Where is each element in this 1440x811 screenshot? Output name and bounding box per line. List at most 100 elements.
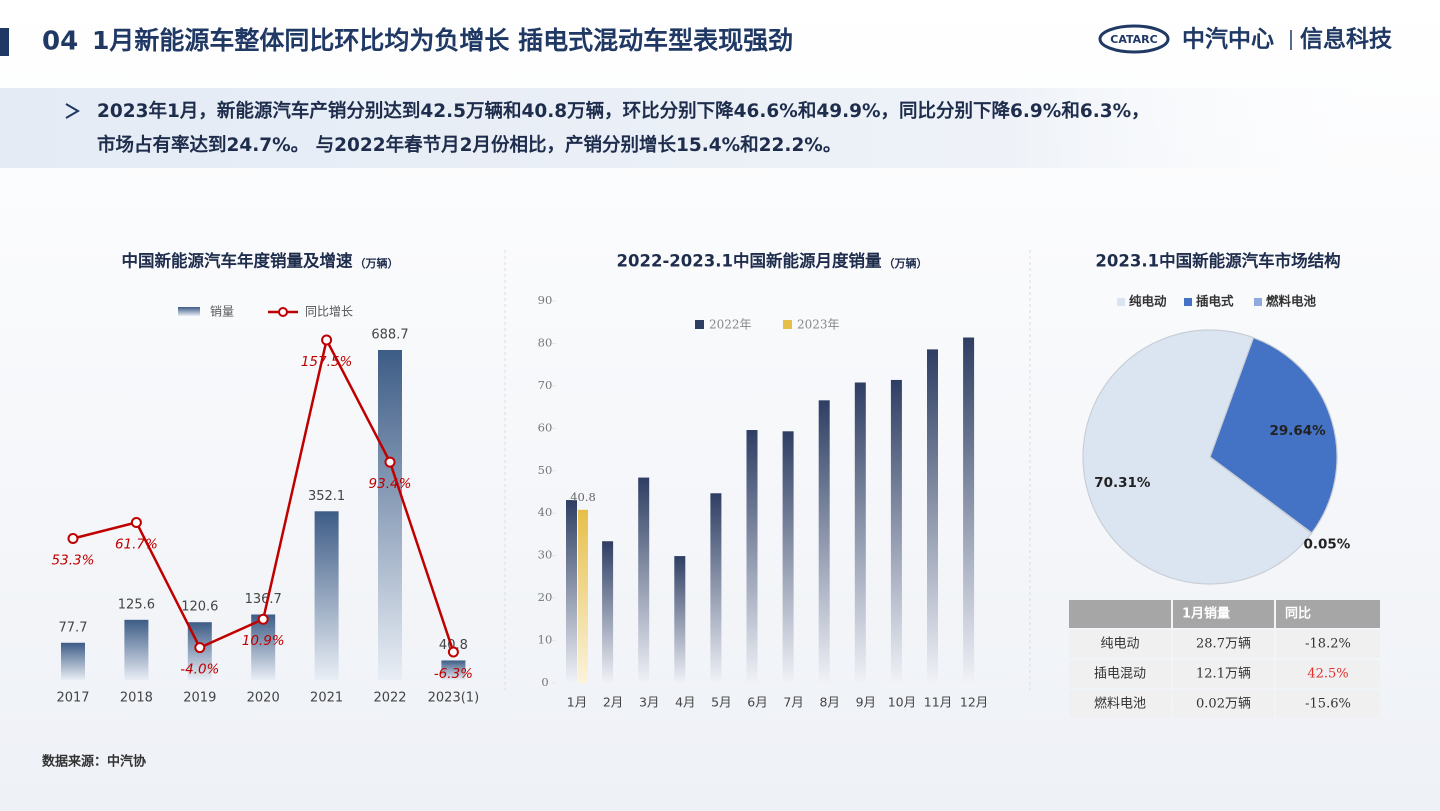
bar-value-label: 125.6 [118, 597, 155, 612]
bar [927, 349, 938, 683]
growth-marker [447, 646, 459, 658]
legend-swatch [178, 307, 200, 316]
chart-title: 中国新能源汽车年度销量及增速 [122, 251, 354, 271]
table-cell [1069, 660, 1171, 688]
table-cell-text: 28.7万辆 [1196, 637, 1251, 652]
table-cell [1173, 660, 1274, 688]
legend-label: 2022年 [709, 318, 752, 332]
table-cell [1276, 660, 1380, 688]
legend-label: 同比增长 [305, 305, 353, 319]
x-tick-label: 2020 [247, 691, 280, 706]
growth-marker [67, 532, 79, 544]
bar-value-label: 40.8 [570, 490, 596, 504]
y-tick-label: 20 [538, 590, 553, 604]
growth-marker [384, 456, 396, 468]
logo: CATARC [1110, 33, 1157, 46]
x-tick-label: 4月 [675, 695, 695, 710]
chart-unit: （万辆） [883, 256, 927, 270]
y-tick-label: 30 [538, 548, 553, 562]
x-tick-label: 12月 [960, 695, 988, 710]
table-cell-text: 插电混动 [1094, 667, 1146, 682]
header-title: 1月新能源车整体同比环比均为负增长 插电式混动车型表现强劲 [92, 26, 793, 55]
pie-label: 29.64% [1269, 423, 1326, 439]
bar [124, 619, 149, 680]
bar [818, 400, 830, 683]
x-tick-label: 2019 [183, 691, 216, 706]
bar [578, 509, 588, 683]
chart-title: 2022-2023.1中国新能源月度销量 [617, 251, 882, 271]
pie-label: 70.31% [1094, 475, 1151, 491]
growth-marker [321, 334, 333, 346]
table-header-text: 1月销量 [1182, 606, 1230, 622]
y-tick-label: 50 [538, 463, 553, 477]
table-header-cell [1173, 600, 1274, 628]
table-cell [1069, 630, 1171, 658]
x-tick-label: 2018 [120, 691, 153, 706]
table-cell-text: 42.5% [1307, 667, 1348, 682]
bar [963, 337, 975, 683]
y-tick-label: 40 [538, 505, 553, 519]
growth-label: 10.9% [242, 633, 285, 649]
table-header-text: 同比 [1285, 606, 1311, 622]
bar [61, 642, 85, 680]
bar [710, 493, 722, 683]
table-cell-text: 燃料电池 [1094, 696, 1146, 712]
pie-label: 0.05% [1304, 537, 1351, 553]
legend-swatch [1254, 298, 1262, 306]
x-tick-label: 3月 [639, 695, 659, 710]
legend-label: 燃料电池 [1266, 294, 1317, 309]
x-tick-label: 2022 [373, 691, 406, 706]
bar [782, 431, 794, 683]
pie-slice [1082, 329, 1313, 585]
brand: 中汽中心 [1182, 26, 1274, 53]
bar [602, 541, 614, 683]
bar [566, 500, 577, 683]
x-tick-label: 2017 [56, 691, 89, 706]
chart-unit: （万辆） [355, 256, 399, 270]
bar [854, 382, 866, 683]
legend-label: 2023年 [797, 318, 840, 332]
x-tick-label: 2023(1) [428, 691, 480, 706]
brand2: 信息科技 [1300, 26, 1393, 53]
bullet-line: 2023年1月，新能源汽车产销分别达到42.5万辆和40.8万辆，环比分别下降4… [97, 100, 1150, 122]
bar [890, 379, 902, 683]
bar [378, 350, 402, 680]
legend-label: 纯电动 [1129, 294, 1167, 309]
legend-label: 插电式 [1196, 294, 1234, 309]
y-tick-label: 60 [538, 420, 553, 434]
bullet-line: 市场占有率达到24.7%。 与2022年春节月2月份相比，产销分别增长15.4%… [97, 134, 841, 156]
bar [251, 614, 276, 680]
table-cell-text: 0.02万辆 [1196, 697, 1251, 712]
growth-marker [130, 516, 142, 528]
x-tick-label: 2月 [603, 695, 623, 710]
table-header-cell [1069, 600, 1171, 628]
x-tick-label: 9月 [856, 695, 876, 710]
bullet-arrow [65, 103, 80, 119]
legend-swatch [1184, 298, 1192, 306]
y-tick-label: 70 [538, 378, 553, 392]
bullet-band [0, 88, 1440, 168]
x-tick-label: 11月 [924, 695, 952, 710]
legend-swatch [695, 320, 704, 329]
legend-swatch [783, 320, 792, 329]
bar-value-label: 77.7 [59, 620, 88, 635]
table-cell-text: 纯电动 [1100, 637, 1139, 652]
bar [674, 556, 686, 683]
table-header-cell [1276, 600, 1380, 628]
bar [314, 511, 339, 680]
x-tick-label: 7月 [783, 695, 803, 710]
growth-label: -4.0% [180, 662, 219, 678]
header-marker [0, 28, 9, 56]
growth-marker [194, 642, 206, 654]
table-cell [1173, 690, 1274, 718]
y-tick-label: 80 [538, 335, 553, 349]
table-cell-text: -15.6% [1305, 697, 1351, 712]
bar [638, 477, 650, 683]
logo-ring [1098, 24, 1170, 54]
chart-title: 2023.1中国新能源汽车市场结构 [1095, 251, 1340, 271]
table-cell [1276, 690, 1380, 718]
bar-value-label: 352.1 [308, 489, 345, 504]
pie-slice [1209, 336, 1338, 534]
x-tick-label: 5月 [711, 695, 731, 710]
